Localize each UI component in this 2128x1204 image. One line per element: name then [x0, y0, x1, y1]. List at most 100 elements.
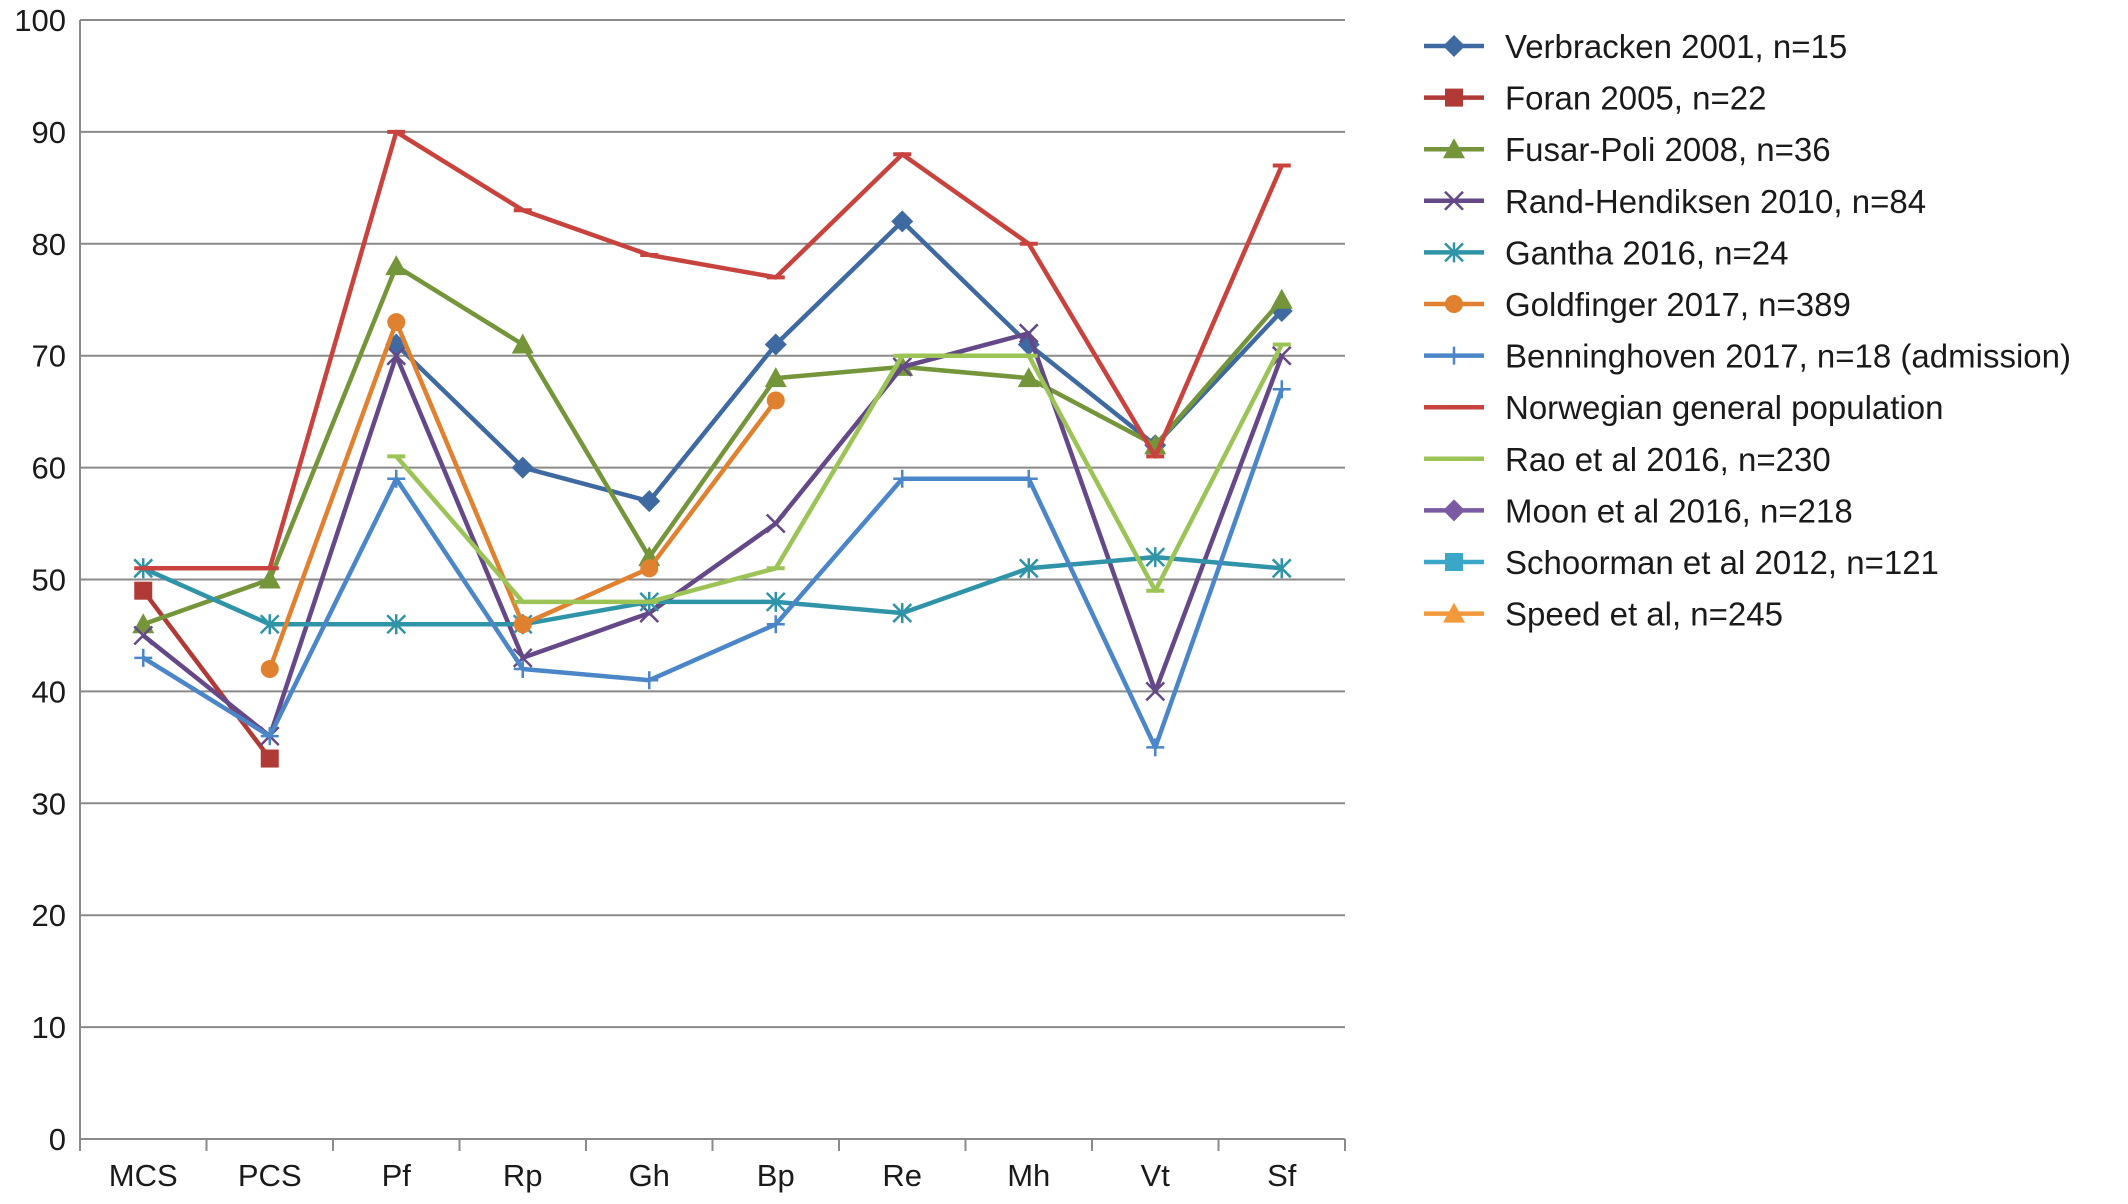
x-tick-label-vt: Vt: [1141, 1158, 1171, 1193]
data-point: [892, 357, 913, 377]
legend-marker: [1443, 138, 1465, 159]
series-line: [394, 219, 1284, 504]
x-tick-label-pcs: PCS: [238, 1158, 302, 1193]
legend-marker: [1445, 553, 1463, 571]
x-tick-label-bp: Bp: [757, 1158, 795, 1193]
series-5: [260, 313, 785, 679]
legend-label: Rao et al 2016, n=230: [1505, 441, 1831, 478]
data-point: [258, 568, 281, 589]
data-point: [891, 210, 914, 233]
data-point: [638, 490, 661, 513]
x-tick-label-mh: Mh: [1007, 1158, 1050, 1193]
data-point: [1019, 469, 1038, 488]
axes: 0 10 20 30 40 50 60 70 80 90 100 MCS PCS Pf Rp Gh Bp Re Mh…: [14, 3, 1346, 1193]
legend-marker: [1445, 88, 1463, 107]
data-point: [1146, 738, 1165, 757]
y-tick-label: 80: [32, 227, 66, 262]
series-6: [134, 380, 1291, 757]
x-tick-label-mcs: MCS: [109, 1158, 178, 1193]
data-point: [134, 648, 153, 667]
legend-item: Foran 2005, n=22: [1424, 80, 1766, 117]
data-point: [260, 749, 279, 768]
series-line: [394, 343, 1284, 605]
legend-item: Benninghoven 2017, n=18 (admission): [1424, 338, 2071, 375]
y-tick-label: 70: [32, 339, 66, 374]
legend-item: Fusar-Poli 2008, n=36: [1424, 131, 1831, 168]
data-point: [1018, 323, 1039, 344]
data-point: [260, 727, 279, 746]
plot-area: [132, 129, 1293, 768]
data-point: [1272, 380, 1291, 399]
gridlines: [80, 19, 1345, 1140]
legend-label: Verbracken 2001, n=15: [1505, 28, 1847, 65]
data-point: [1017, 367, 1040, 388]
data-point: [893, 469, 912, 488]
legend-label: Foran 2005, n=22: [1505, 80, 1766, 117]
y-tick-label: 40: [32, 674, 66, 709]
data-point: [1270, 288, 1293, 309]
data-point: [892, 603, 913, 624]
data-point: [1271, 558, 1292, 579]
y-tick-label: 100: [14, 3, 66, 38]
data-point: [513, 615, 532, 634]
legend-item: Moon et al 2016, n=218: [1424, 492, 1853, 529]
data-point: [766, 615, 785, 634]
x-tick-label-pf: Pf: [382, 1158, 412, 1193]
y-tick-label: 10: [32, 1010, 66, 1045]
legend-marker: [1444, 242, 1464, 263]
data-point: [1145, 681, 1166, 702]
data-point: [1145, 547, 1166, 568]
legend-item: Verbracken 2001, n=15: [1424, 28, 1847, 65]
data-point: [386, 345, 407, 366]
series-3: [133, 323, 1292, 747]
legend-marker: [1444, 190, 1464, 211]
data-point: [513, 660, 532, 679]
legend-item: Rand-Hendiksen 2010, n=84: [1424, 183, 1926, 220]
legend-item: Goldfinger 2017, n=389: [1424, 286, 1851, 323]
series-line: [141, 331, 1284, 739]
data-point: [640, 671, 659, 690]
data-point: [766, 391, 785, 410]
legend-label: Speed et al, n=245: [1505, 596, 1783, 633]
series-line: [142, 388, 1284, 750]
legend-marker: [1445, 295, 1463, 313]
data-point: [386, 614, 407, 635]
series-8: [387, 342, 1291, 605]
legend-label: Schoorman et al 2012, n=121: [1505, 544, 1939, 581]
data-point: [640, 559, 659, 578]
legend-label: Moon et al 2016, n=218: [1505, 492, 1853, 529]
legend-label: Rand-Hendiksen 2010, n=84: [1505, 183, 1926, 220]
series-7: [134, 129, 1291, 571]
legend-label: Gantha 2016, n=24: [1505, 234, 1789, 271]
data-point: [385, 255, 408, 276]
x-tick-label-rp: Rp: [503, 1158, 543, 1193]
legend-label: Norwegian general population: [1505, 389, 1943, 426]
data-point: [134, 581, 153, 600]
data-point: [764, 333, 787, 356]
x-tick-label-re: Re: [882, 1158, 922, 1193]
legend-item: Gantha 2016, n=24: [1424, 234, 1789, 271]
legend-item: Schoorman et al 2012, n=121: [1424, 544, 1939, 581]
legend-label: Benninghoven 2017, n=18 (admission): [1505, 338, 2071, 375]
legend-marker: [1443, 499, 1465, 522]
legend-marker: [1445, 346, 1463, 365]
data-point: [387, 313, 406, 332]
legend-item: Rao et al 2016, n=230: [1424, 441, 1831, 478]
data-point: [260, 660, 279, 679]
y-tick-label: 50: [32, 563, 66, 598]
legend-label: Goldfinger 2017, n=389: [1505, 286, 1851, 323]
x-tick-label-sf: Sf: [1267, 1158, 1297, 1193]
y-tick-label: 90: [32, 115, 66, 150]
legend-marker: [1443, 35, 1465, 57]
legend-item: Speed et al, n=245: [1424, 596, 1783, 633]
legend-label: Fusar-Poli 2008, n=36: [1505, 131, 1831, 168]
data-point: [764, 367, 787, 388]
data-point: [1271, 345, 1292, 366]
y-tick-label: 20: [32, 898, 66, 933]
data-point: [765, 513, 786, 534]
data-point: [133, 625, 154, 646]
x-tick-label-gh: Gh: [629, 1158, 670, 1193]
data-point: [387, 469, 406, 488]
